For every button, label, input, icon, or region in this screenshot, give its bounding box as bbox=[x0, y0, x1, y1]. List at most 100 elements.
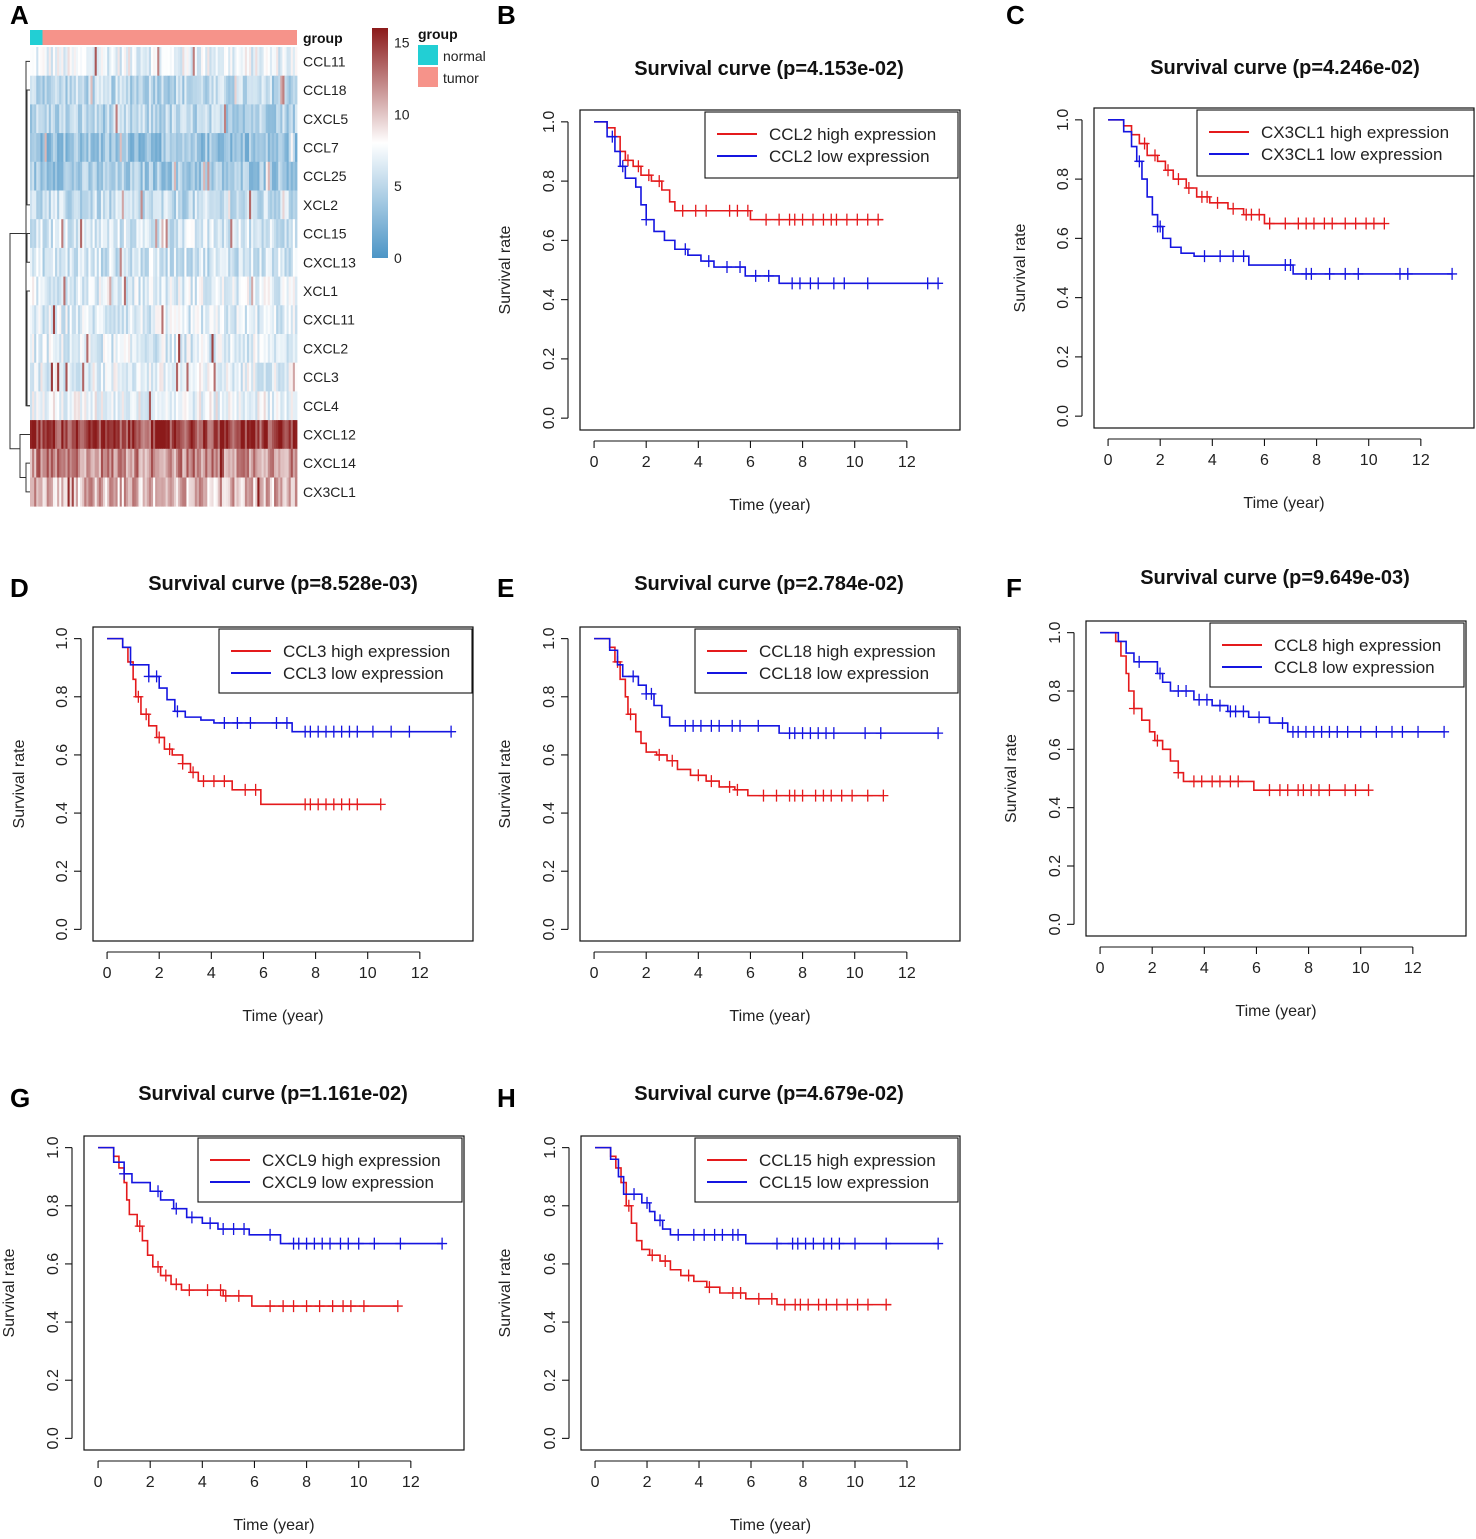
heatmap-cell bbox=[282, 190, 285, 220]
heatmap-cell bbox=[211, 420, 214, 450]
panel-e: E Survival curve (p=2.784e-02)0 2 4 6 8 10 12Ti… bbox=[497, 573, 961, 1025]
heatmap-cell bbox=[153, 477, 156, 507]
heatmap-cell bbox=[121, 420, 125, 450]
heatmap-cell bbox=[75, 420, 79, 450]
censor-mark bbox=[1397, 725, 1408, 738]
heatmap-cell bbox=[113, 247, 116, 277]
heatmap-cell bbox=[94, 47, 98, 77]
heatmap-cell bbox=[242, 334, 246, 364]
heatmap-cell bbox=[113, 276, 116, 306]
heatmap-cell bbox=[198, 190, 202, 220]
heatmap-cell bbox=[111, 334, 114, 364]
heatmap-cell bbox=[34, 104, 37, 134]
heatmap-cell bbox=[98, 104, 102, 134]
heatmap-cell bbox=[146, 391, 150, 421]
heatmap-cell bbox=[290, 75, 294, 105]
heatmap-cell bbox=[221, 276, 225, 306]
heatmap-cell bbox=[288, 247, 292, 277]
heatmap-cell bbox=[280, 477, 283, 507]
heatmap-cell bbox=[253, 477, 256, 507]
heatmap-cell bbox=[276, 391, 279, 421]
heatmap-cell bbox=[61, 420, 64, 450]
heatmap-cell bbox=[215, 133, 219, 163]
heatmap-cell bbox=[140, 276, 144, 306]
heatmap-cell bbox=[278, 75, 281, 105]
heatmap-cell bbox=[192, 420, 196, 450]
heatmap-cell bbox=[138, 362, 141, 392]
heatmap-cell bbox=[109, 334, 112, 364]
heatmap-cell bbox=[100, 362, 104, 392]
heatmap-cell bbox=[148, 420, 152, 450]
heatmap-cell bbox=[153, 247, 156, 277]
heatmap-cell bbox=[226, 305, 229, 335]
heatmap-cell bbox=[40, 276, 43, 306]
heatmap-cell bbox=[259, 104, 262, 134]
heatmap-cell bbox=[217, 75, 221, 105]
heatmap-cell bbox=[71, 190, 75, 220]
heatmap-cell bbox=[73, 247, 77, 277]
heatmap-cell bbox=[288, 448, 292, 478]
heatmap-cell bbox=[278, 362, 281, 392]
heatmap-cell bbox=[96, 247, 100, 277]
heatmap-cell bbox=[228, 133, 231, 163]
heatmap-cell bbox=[184, 133, 187, 163]
heatmap-cell bbox=[88, 75, 91, 105]
censor-mark bbox=[881, 1237, 892, 1250]
heatmap-cell bbox=[294, 305, 298, 335]
heatmap-cell bbox=[88, 334, 91, 364]
heatmap-cell bbox=[211, 362, 214, 392]
heatmap-cell bbox=[165, 104, 169, 134]
heatmap-cell bbox=[167, 420, 171, 450]
heatmap-cell bbox=[205, 334, 208, 364]
heatmap-cell bbox=[148, 362, 152, 392]
heatmap-cell bbox=[48, 391, 52, 421]
heatmap-cell bbox=[92, 190, 96, 220]
heatmap-cell bbox=[259, 161, 262, 191]
censor-mark bbox=[208, 775, 219, 788]
colorbar-tick-label: 5 bbox=[394, 178, 402, 194]
heatmap-cell bbox=[288, 334, 292, 364]
heatmap-cell bbox=[34, 219, 37, 249]
x-tick-label: 12 bbox=[898, 454, 916, 471]
heatmap-cell bbox=[105, 391, 108, 421]
heatmap-cell bbox=[113, 362, 116, 392]
censor-mark bbox=[1215, 250, 1226, 263]
heatmap-cell bbox=[86, 75, 89, 105]
heatmap-cell bbox=[32, 305, 35, 335]
heatmap-cell bbox=[103, 104, 106, 134]
heatmap-cell bbox=[119, 104, 123, 134]
x-axis-label: Time (year) bbox=[1235, 1003, 1316, 1020]
plot-frame bbox=[1085, 620, 1467, 937]
heatmap-cell bbox=[65, 420, 68, 450]
heatmap-cell bbox=[223, 420, 227, 450]
heatmap-cell bbox=[255, 161, 258, 191]
heatmap-cell bbox=[107, 391, 110, 421]
heatmap-cell bbox=[109, 161, 112, 191]
censor-mark bbox=[369, 1237, 380, 1250]
heatmap-cell bbox=[246, 305, 250, 335]
heatmap-cell bbox=[192, 247, 196, 277]
heatmap-cell bbox=[276, 448, 279, 478]
heatmap-cell bbox=[173, 190, 177, 220]
censor-mark bbox=[1285, 259, 1296, 272]
heatmap-cell bbox=[249, 47, 252, 77]
heatmap-cell bbox=[115, 190, 119, 220]
heatmap-cell bbox=[246, 362, 250, 392]
heatmap-cell bbox=[136, 305, 139, 335]
heatmap-cell bbox=[146, 276, 150, 306]
heatmap-cell bbox=[132, 104, 135, 134]
heatmap-cell bbox=[278, 334, 281, 364]
heatmap-cell bbox=[59, 47, 62, 77]
heatmap-cell bbox=[111, 420, 114, 450]
heatmap-cell bbox=[63, 190, 66, 220]
heatmap-cell bbox=[159, 104, 162, 134]
heatmap-cell bbox=[44, 420, 48, 450]
censor-mark bbox=[852, 1298, 863, 1311]
legend-title: group bbox=[418, 26, 458, 42]
heatmap-cell bbox=[65, 75, 68, 105]
censor-mark bbox=[1214, 775, 1225, 788]
heatmap-cell bbox=[119, 420, 123, 450]
heatmap-cell bbox=[94, 133, 98, 163]
